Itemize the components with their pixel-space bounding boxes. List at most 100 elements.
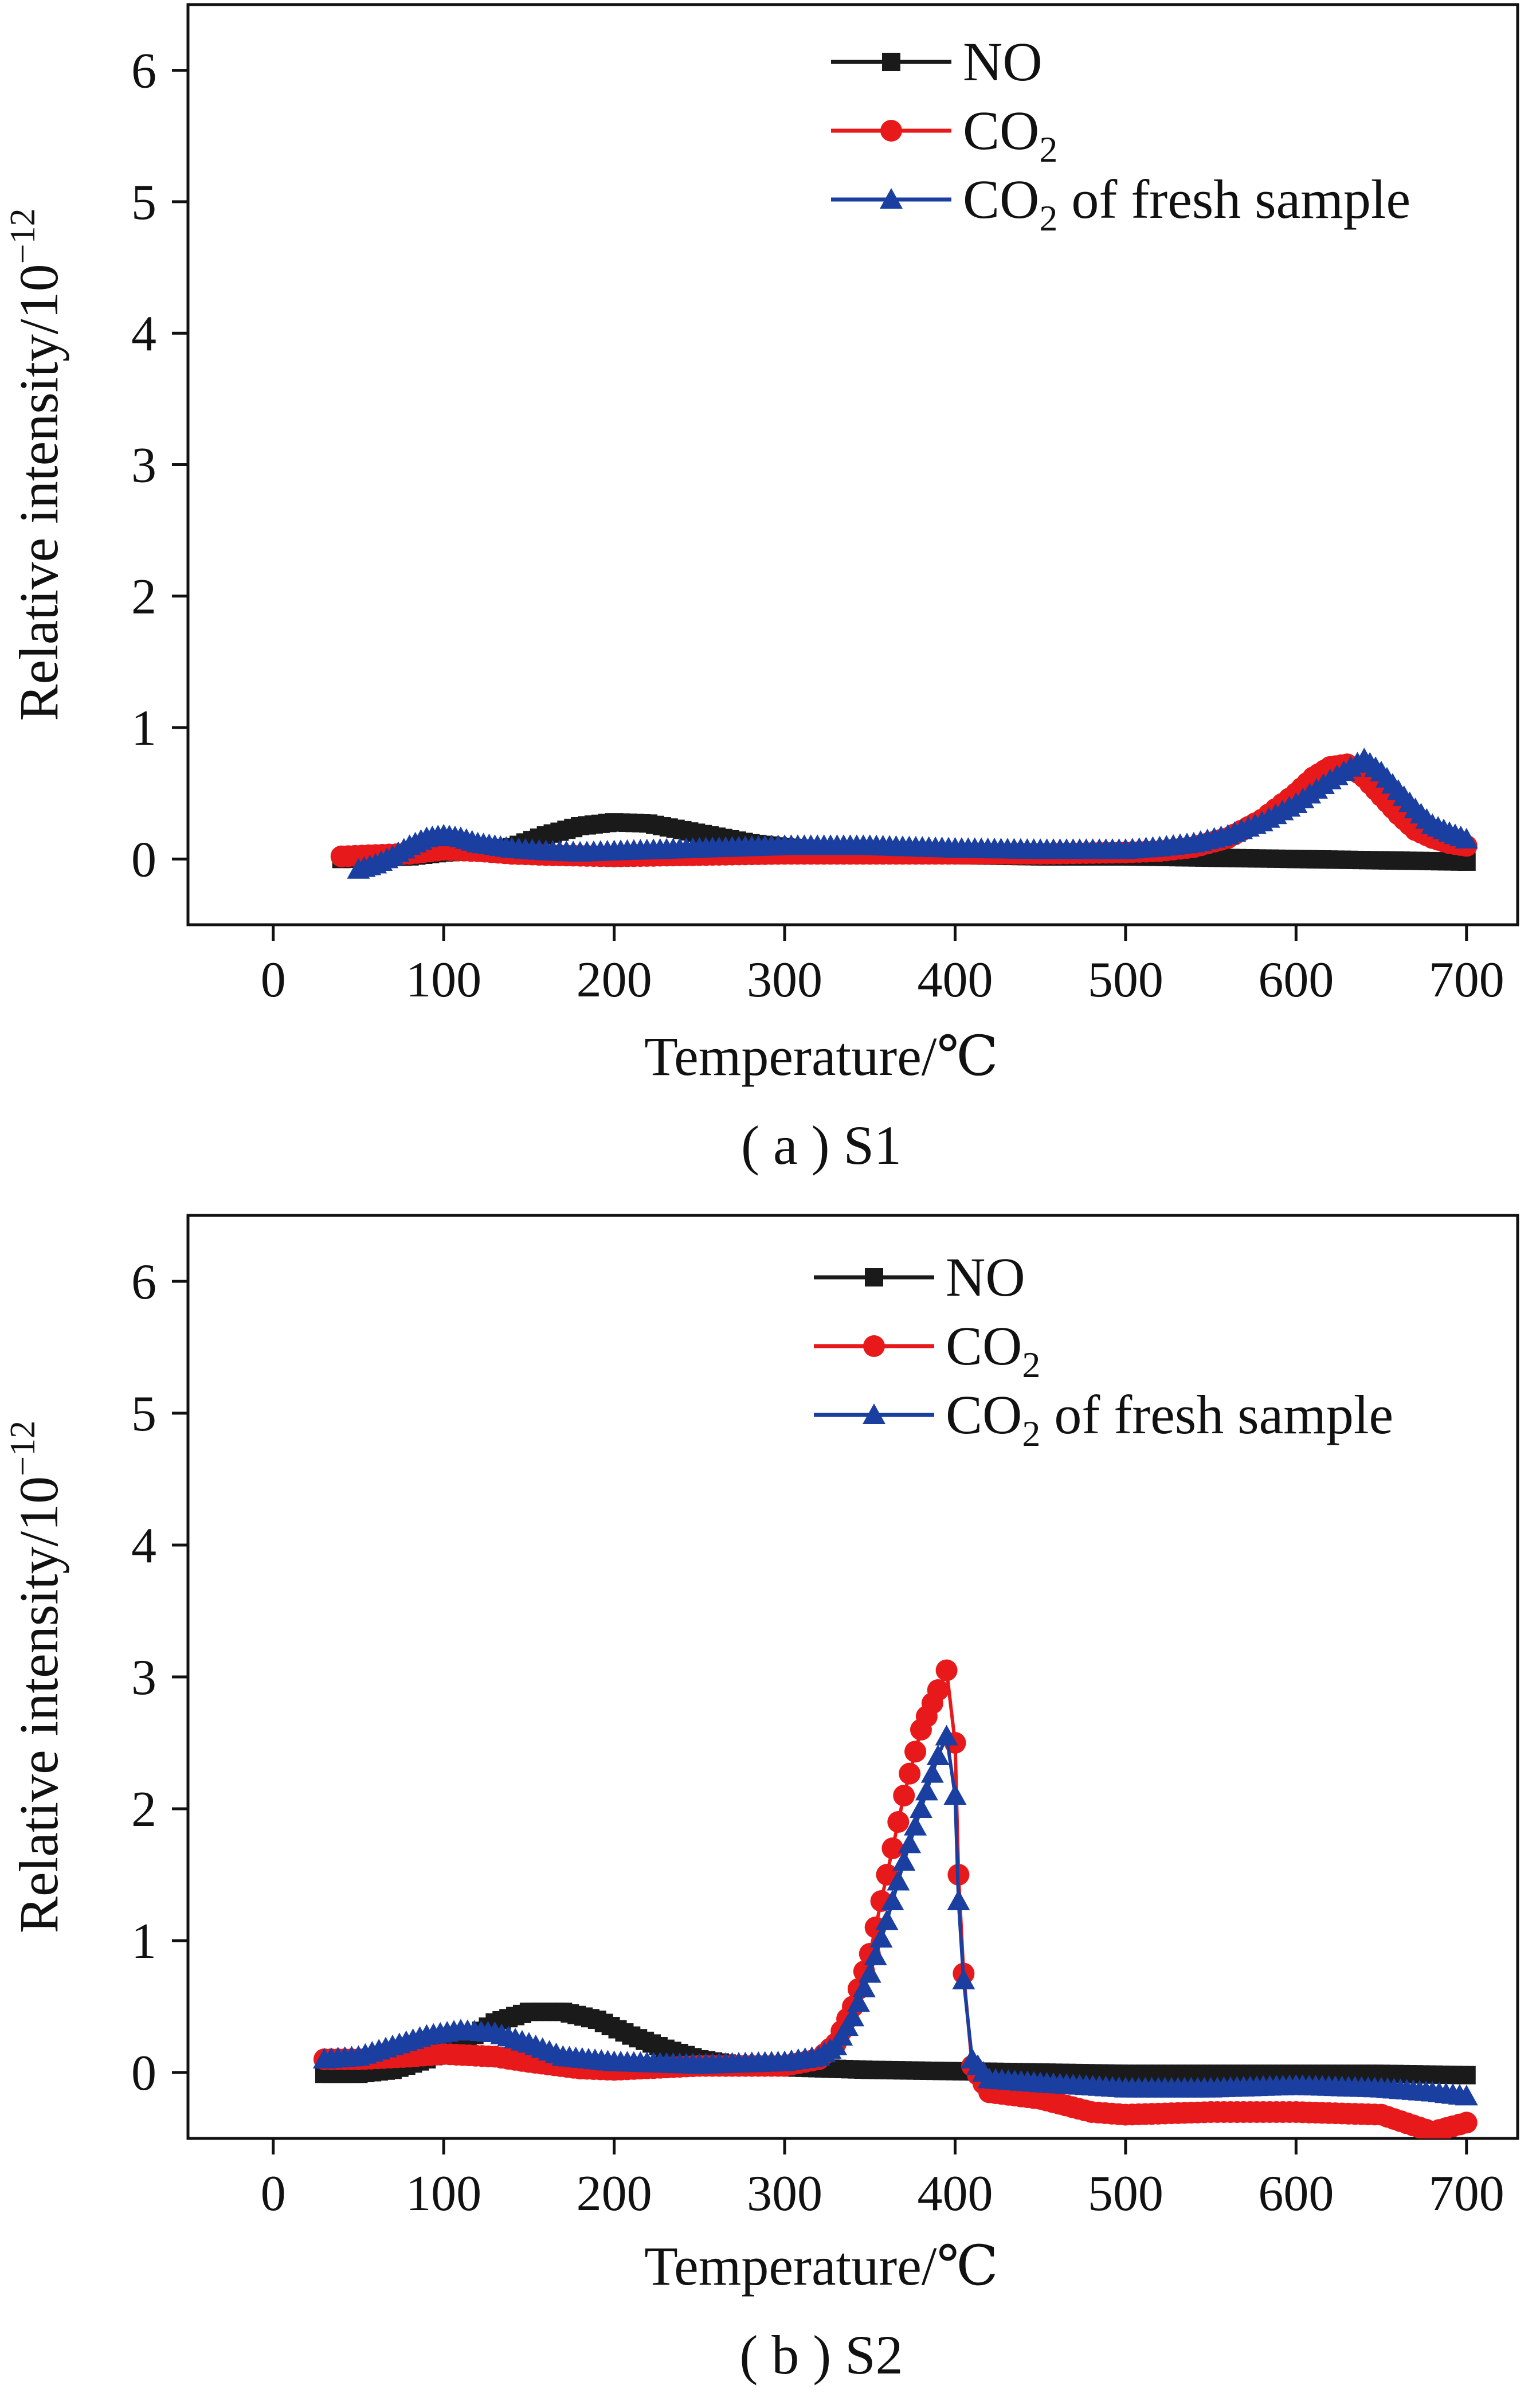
x-axis-title: Temperature/℃ <box>644 1026 998 1087</box>
x-tick-label: 600 <box>1258 952 1334 1008</box>
x-tick-label: 500 <box>1088 952 1163 1008</box>
data-point <box>909 1797 932 1818</box>
legend-entry: CO2 of fresh sample <box>814 1384 1393 1454</box>
chart-panel-a: 0 100 200 300 400 500 600 700 0 1 2 3 4 5 6 Temperature… <box>3 3 1519 1176</box>
legend-marker <box>880 188 903 209</box>
y-tick-label: 4 <box>131 306 156 362</box>
legend-entry: NO <box>814 1246 1025 1308</box>
data-point <box>927 1679 949 1701</box>
x-tick-label: 300 <box>747 952 822 1008</box>
legend-label-subscript: 2 <box>1022 1344 1040 1385</box>
data-point <box>858 1962 881 1983</box>
y-axis-title: Relative intensity/10−12 <box>3 208 69 721</box>
legend-label-rest: of fresh sample <box>1040 1384 1393 1445</box>
y-tick-label: 4 <box>131 1518 156 1574</box>
data-point <box>887 1811 910 1833</box>
data-point <box>1457 2066 1476 2085</box>
legend-label-main: CO <box>946 1384 1022 1445</box>
data-point <box>847 1991 870 2012</box>
legend-label-subscript: 2 <box>1039 129 1057 170</box>
legend-label: NO <box>946 1246 1025 1308</box>
legend-label: CO2 <box>963 100 1057 170</box>
x-tick-label: 100 <box>406 2166 481 2222</box>
legend-label-main: CO <box>963 100 1039 161</box>
y-axis-title-exponent: −12 <box>3 208 42 264</box>
series-co2-fresh <box>347 748 1478 879</box>
data-point <box>935 1659 958 1682</box>
legend-marker <box>882 53 900 71</box>
chart-panel-b: 0 100 200 300 400 500 600 700 0 1 2 3 4 5 6 Temperature… <box>3 1214 1519 2386</box>
panel-caption: ( a ) S1 <box>741 1115 902 1176</box>
legend-entry: CO2 <box>814 1315 1040 1385</box>
legend-entry: CO2 <box>831 100 1057 170</box>
y-tick-label: 1 <box>131 1914 156 1969</box>
y-tick-label: 5 <box>131 1386 156 1442</box>
y-tick-label: 2 <box>131 1782 156 1837</box>
data-point <box>926 1745 950 1765</box>
legend-label: CO2 of fresh sample <box>946 1384 1393 1454</box>
legend-entry: CO2 of fresh sample <box>831 169 1410 238</box>
legend-marker <box>880 120 902 142</box>
panel-caption: ( b ) S2 <box>739 2324 903 2386</box>
data-point <box>887 1870 910 1891</box>
data-point <box>898 1832 922 1853</box>
x-tick-label: 300 <box>747 2166 822 2222</box>
data-point <box>893 1785 915 1806</box>
y-axis-title: Relative intensity/10−12 <box>3 1421 69 1933</box>
series-co2-fresh <box>312 1725 1478 2106</box>
data-point <box>876 1864 898 1886</box>
data-point <box>875 1909 899 1930</box>
legend-label: CO2 <box>946 1315 1040 1385</box>
x-tick-label: 600 <box>1258 2166 1334 2222</box>
data-point <box>1455 2111 1478 2134</box>
data-point <box>852 1976 876 1997</box>
series-no <box>315 2003 1476 2085</box>
legend-label-main: CO <box>963 169 1039 230</box>
data-point <box>915 1780 938 1801</box>
x-tick-label: 0 <box>261 952 286 1008</box>
data-point <box>892 1850 916 1871</box>
data-point <box>904 1741 927 1763</box>
legend-label-main: NO <box>963 31 1043 92</box>
x-tick-label: 100 <box>406 952 481 1008</box>
x-axis-title: Temperature/℃ <box>644 2235 998 2297</box>
y-axis-title-exponent: −12 <box>3 1421 42 1476</box>
y-tick-label: 0 <box>131 2046 156 2101</box>
data-point <box>864 1944 887 1965</box>
legend-label-subscript: 2 <box>1039 198 1057 238</box>
legend-entry: NO <box>831 31 1043 92</box>
y-tick-label: 3 <box>131 1650 156 1706</box>
legend-label-rest: of fresh sample <box>1057 169 1410 230</box>
data-point <box>1455 827 1478 848</box>
x-tick-label: 500 <box>1088 2166 1163 2222</box>
data-point <box>935 1725 958 1746</box>
y-tick-label: 5 <box>131 175 156 230</box>
data-point <box>904 1815 927 1836</box>
legend-label: CO2 of fresh sample <box>963 169 1410 238</box>
x-tick-label: 700 <box>1429 2166 1504 2222</box>
data-point <box>1455 2085 1478 2106</box>
legend-marker <box>863 1335 885 1357</box>
data-point <box>841 2005 864 2027</box>
x-tick-label: 0 <box>261 2166 286 2222</box>
legend-marker <box>863 1403 885 1424</box>
y-tick-label: 0 <box>131 832 156 887</box>
y-tick-label: 6 <box>131 1254 156 1310</box>
data-point <box>881 1890 904 1910</box>
x-tick-label: 400 <box>917 952 993 1008</box>
data-point <box>899 1762 921 1785</box>
y-axis-title-main: Relative intensity/10 <box>8 1476 69 1933</box>
legend-label-main: NO <box>946 1246 1025 1308</box>
x-tick-label: 700 <box>1429 952 1504 1008</box>
data-point <box>952 1969 975 1989</box>
y-tick-label: 6 <box>131 44 156 99</box>
x-tick-label: 400 <box>917 2166 993 2222</box>
y-axis-title-main: Relative intensity/10 <box>8 264 69 721</box>
data-point <box>943 1784 967 1805</box>
y-tick-label: 1 <box>131 701 156 756</box>
legend-marker <box>865 1268 883 1286</box>
legend-label: NO <box>963 31 1043 92</box>
data-point <box>869 1927 893 1948</box>
y-tick-label: 3 <box>131 438 156 494</box>
